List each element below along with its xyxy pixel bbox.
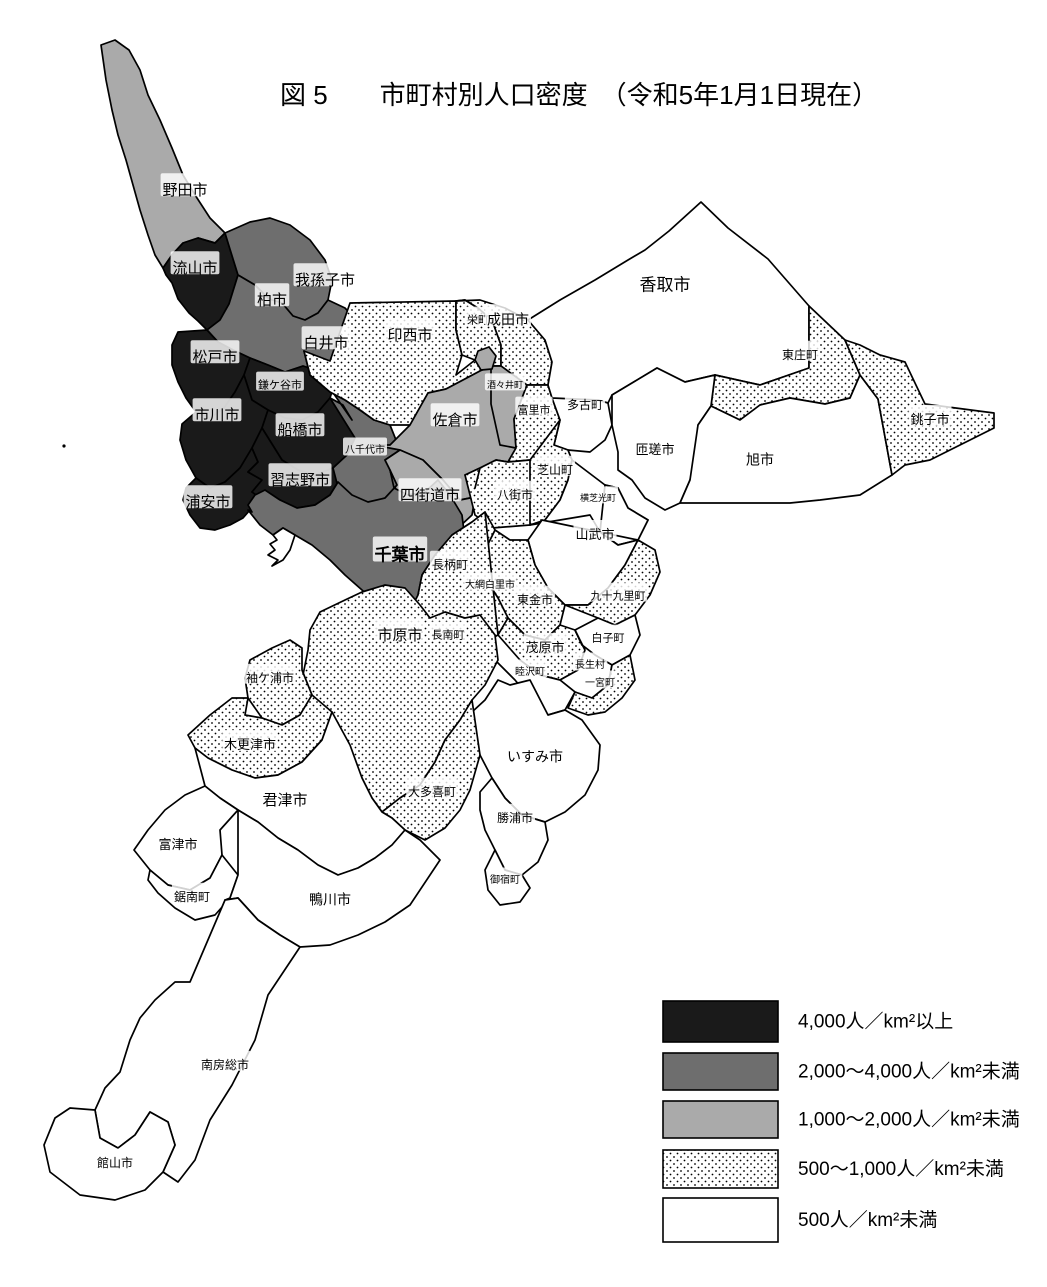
- svg-text:千葉市: 千葉市: [375, 544, 426, 564]
- svg-text:木更津市: 木更津市: [224, 737, 276, 752]
- svg-text:旭市: 旭市: [746, 452, 774, 468]
- svg-text:柏市: 柏市: [257, 292, 287, 309]
- svg-text:長南町: 長南町: [432, 629, 465, 642]
- svg-text:東金市: 東金市: [517, 592, 553, 607]
- svg-text:芝山町: 芝山町: [537, 462, 573, 477]
- svg-text:御宿町: 御宿町: [490, 873, 520, 886]
- svg-text:白井市: 白井市: [303, 335, 348, 352]
- svg-text:勝浦市: 勝浦市: [497, 810, 533, 825]
- svg-text:鎌ケ谷市: 鎌ケ谷市: [258, 378, 302, 392]
- svg-text:市原市: 市原市: [377, 627, 422, 644]
- svg-text:流山市: 流山市: [172, 260, 217, 277]
- svg-text:銚子市: 銚子市: [910, 412, 949, 427]
- svg-text:八街市: 八街市: [497, 487, 533, 502]
- svg-text:4,000人／km²以上: 4,000人／km²以上: [798, 1011, 953, 1033]
- svg-text:館山市: 館山市: [97, 1155, 133, 1170]
- svg-text:袖ケ浦市: 袖ケ浦市: [246, 670, 294, 685]
- svg-text:大多喜町: 大多喜町: [408, 785, 456, 799]
- svg-text:1,000〜2,000人／km²未満: 1,000〜2,000人／km²未満: [798, 1109, 1020, 1131]
- svg-text:君津市: 君津市: [262, 792, 307, 809]
- svg-text:横芝光町: 横芝光町: [580, 492, 616, 503]
- svg-text:南房総市: 南房総市: [201, 1057, 249, 1072]
- svg-text:匝瑳市: 匝瑳市: [635, 442, 674, 457]
- svg-text:佐倉市: 佐倉市: [432, 412, 477, 429]
- svg-text:2,000〜4,000人／km²未満: 2,000〜4,000人／km²未満: [798, 1061, 1020, 1083]
- svg-text:山武市: 山武市: [575, 527, 614, 542]
- svg-text:富里市: 富里市: [518, 403, 551, 417]
- svg-text:500人／km²未満: 500人／km²未満: [798, 1209, 937, 1231]
- svg-text:図 5 市町村別人口密度 （令和5年1月1日現在）: 図 5 市町村別人口密度 （令和5年1月1日現在）: [280, 80, 878, 110]
- svg-text:成田市: 成田市: [487, 312, 529, 328]
- svg-text:酒々井町: 酒々井町: [487, 379, 523, 390]
- svg-text:東庄町: 東庄町: [782, 347, 818, 362]
- svg-text:長柄町: 長柄町: [432, 558, 468, 572]
- svg-text:多古町: 多古町: [567, 397, 603, 412]
- svg-text:いすみ市: いすみ市: [507, 749, 563, 765]
- svg-text:四街道市: 四街道市: [400, 487, 460, 504]
- svg-text:香取市: 香取市: [640, 275, 691, 294]
- svg-text:大網白里市: 大網白里市: [465, 578, 515, 591]
- svg-text:睦沢町: 睦沢町: [515, 665, 545, 678]
- svg-text:習志野市: 習志野市: [270, 472, 330, 489]
- svg-text:松戸市: 松戸市: [192, 349, 237, 366]
- svg-text:印西市: 印西市: [387, 327, 432, 344]
- svg-text:長生村: 長生村: [575, 658, 605, 671]
- svg-text:船橋市: 船橋市: [277, 422, 322, 439]
- svg-text:500〜1,000人／km²未満: 500〜1,000人／km²未満: [798, 1158, 1004, 1180]
- svg-text:一宮町: 一宮町: [585, 676, 615, 689]
- svg-text:白子町: 白子町: [592, 631, 625, 645]
- svg-text:八千代市: 八千代市: [345, 443, 385, 456]
- svg-text:鴨川市: 鴨川市: [309, 892, 351, 908]
- svg-text:九十九里町: 九十九里町: [591, 589, 646, 603]
- svg-text:我孫子市: 我孫子市: [295, 272, 355, 289]
- svg-text:茂原市: 茂原市: [525, 640, 564, 655]
- svg-text:富津市: 富津市: [158, 837, 197, 852]
- svg-text:野田市: 野田市: [162, 182, 207, 199]
- svg-text:浦安市: 浦安市: [185, 494, 230, 511]
- svg-text:鋸南町: 鋸南町: [174, 889, 210, 904]
- svg-text:市川市: 市川市: [194, 407, 239, 424]
